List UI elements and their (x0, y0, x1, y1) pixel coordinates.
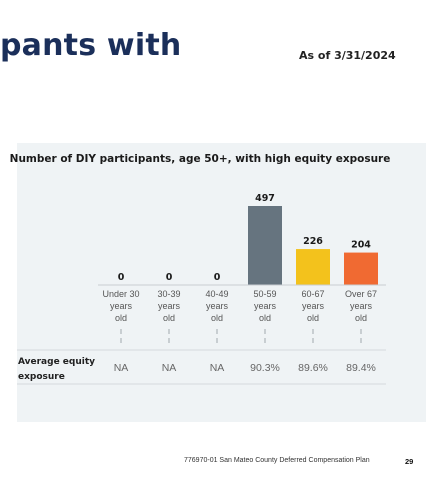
value-label-3: 0 (214, 272, 221, 283)
category-label-2: 30-39 years old (157, 289, 180, 323)
category-label-5: 60-67 years old (301, 289, 324, 323)
category-label-4: 50-59 years old (253, 289, 276, 323)
equity-value-4: 90.3% (250, 362, 280, 374)
labels-layer: 0 Under 30 years old 0 30-39 years old 0 40-49 yea… (102, 193, 377, 323)
value-label-5: 226 (303, 236, 323, 247)
row-label-line-1: Average equity (18, 357, 95, 367)
equity-value-2: NA (162, 362, 177, 374)
bar-6 (344, 252, 378, 285)
bars-layer (248, 206, 378, 285)
value-label-2: 0 (166, 272, 173, 283)
page-title: pants with (0, 28, 182, 63)
value-label-6: 204 (351, 240, 371, 251)
value-label-4: 497 (255, 193, 275, 204)
category-label-1: Under 30 years old (102, 289, 139, 323)
row-label-average-equity-exposure: Average equity exposure (18, 357, 95, 382)
as-of-date: As of 3/31/2024 (299, 49, 396, 62)
page-number: 29 (405, 457, 414, 466)
category-label-6: Over 67 years old (345, 289, 377, 323)
ticks-layer (120, 329, 362, 343)
footer-document: 776970-01 San Mateo County Deferred Comp… (184, 457, 370, 464)
equity-value-3: NA (210, 362, 225, 374)
value-label-1: 0 (118, 272, 125, 283)
equity-value-1: NA (114, 362, 129, 374)
bar-5 (296, 249, 330, 285)
equity-value-5: 89.6% (298, 362, 328, 374)
equity-value-6: 89.4% (346, 362, 376, 374)
category-label-3: 40-49 years old (205, 289, 228, 323)
row-label-line-2: exposure (18, 372, 65, 382)
table-layer: NA NA NA 90.3% 89.6% 89.4% (114, 362, 376, 374)
bar-4 (248, 206, 282, 285)
chart-title: Number of DIY participants, age 50+, wit… (9, 153, 391, 165)
